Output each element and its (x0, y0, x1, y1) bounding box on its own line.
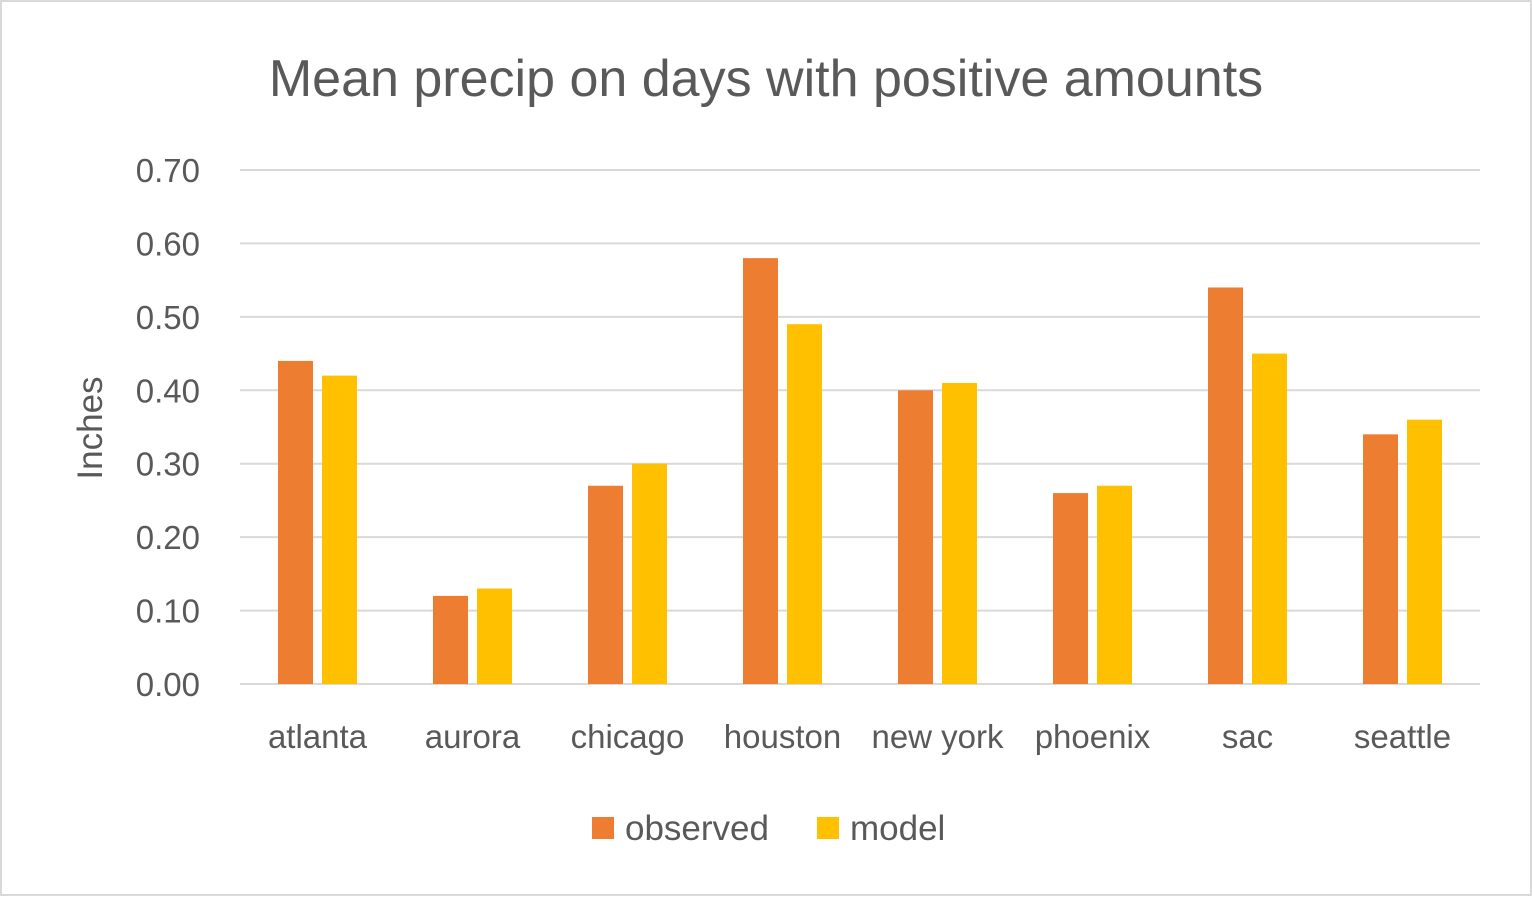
legend-item-model: model (817, 809, 945, 848)
x-tick-label: seattle (1354, 718, 1451, 755)
y-tick-label: 0.70 (136, 152, 200, 189)
bar-observed-new-york (898, 390, 933, 684)
bar-observed-seattle (1363, 434, 1398, 684)
bar-observed-chicago (588, 485, 623, 684)
x-tick-label: houston (724, 718, 841, 755)
x-tick-label: phoenix (1035, 718, 1151, 755)
y-tick-label: 0.00 (136, 666, 200, 703)
bar-model-houston (787, 324, 822, 684)
bar-observed-phoenix (1053, 493, 1088, 684)
y-tick-label: 0.10 (136, 593, 200, 630)
bar-observed-sac (1208, 287, 1243, 684)
legend-label: observed (625, 809, 769, 848)
y-tick-label: 0.40 (136, 372, 200, 409)
bar-model-phoenix (1097, 485, 1132, 684)
legend-item-observed: observed (592, 809, 769, 848)
bars (278, 258, 1442, 684)
bar-model-sac (1252, 353, 1287, 684)
bar-model-new-york (942, 382, 977, 684)
legend-label: model (850, 809, 945, 848)
bar-model-aurora (477, 588, 512, 684)
y-tick-label: 0.20 (136, 519, 200, 556)
bar-model-chicago (632, 463, 667, 684)
x-tick-label: sac (1222, 718, 1273, 755)
bar-observed-aurora (433, 595, 468, 684)
legend-swatch (592, 817, 614, 839)
y-tick-label: 0.60 (136, 225, 200, 262)
bar-observed-houston (743, 258, 778, 684)
legend-swatch (817, 817, 839, 839)
x-tick-label: chicago (571, 718, 685, 755)
y-tick-labels: 0.00 0.10 0.20 0.30 0.40 0.50 0.60 0.70 (136, 152, 200, 703)
y-tick-label: 0.50 (136, 299, 200, 336)
y-tick-label: 0.30 (136, 446, 200, 483)
x-tick-label: atlanta (268, 718, 368, 755)
x-tick-label: new york (871, 718, 1004, 755)
bar-model-seattle (1407, 419, 1442, 684)
legend: observed model (592, 809, 945, 848)
bar-model-atlanta (322, 375, 357, 684)
chart-title: Mean precip on days with positive amount… (269, 50, 1263, 108)
bar-observed-atlanta (278, 360, 313, 684)
x-tick-label: aurora (425, 718, 521, 755)
y-axis-label: Inches (71, 376, 110, 479)
x-tick-labels: atlanta aurora chicago houston new york phoen… (268, 718, 1451, 755)
